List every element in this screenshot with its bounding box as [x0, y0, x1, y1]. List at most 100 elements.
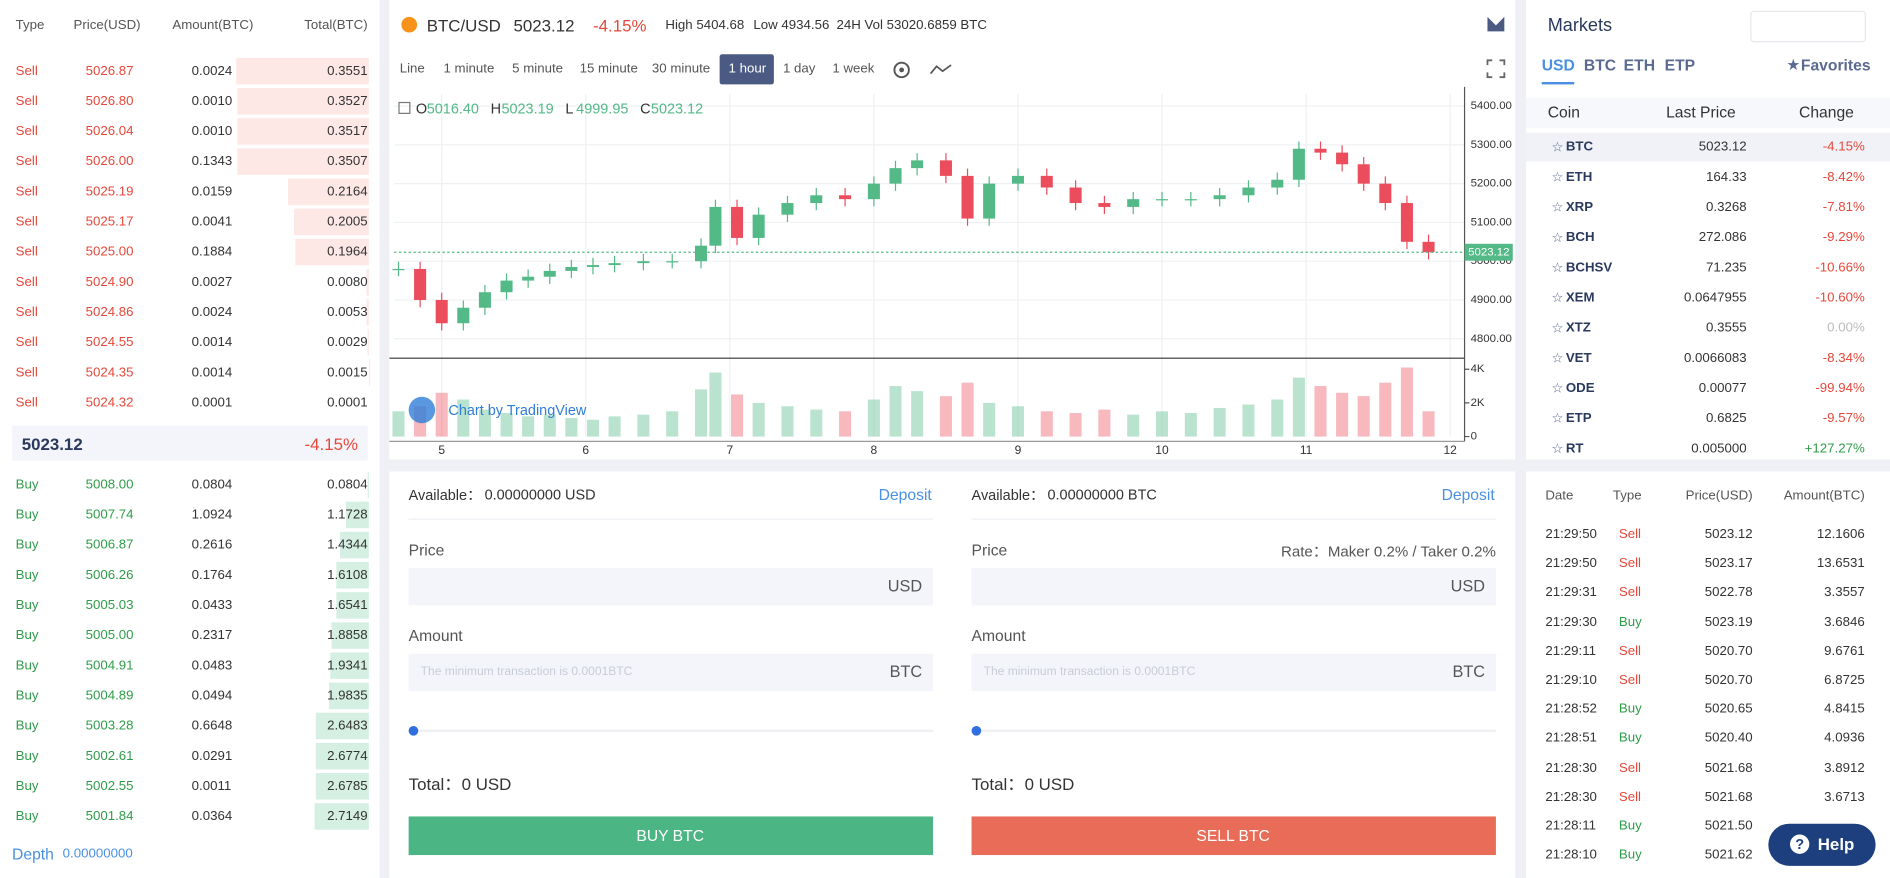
interval[interactable]: 1 minute — [443, 61, 495, 76]
market-tab[interactable]: BTC — [1583, 56, 1617, 75]
coin[interactable]: BCHSV — [1565, 260, 1613, 275]
orderbook-header: Price(USD) — [73, 18, 141, 33]
orderbook-header: Total(BTC) — [304, 18, 368, 33]
coin[interactable]: ODE — [1565, 381, 1595, 396]
interval[interactable]: 1 hour — [728, 61, 767, 76]
order-total: 1.4344 — [327, 537, 368, 553]
trade-amount: 13.6531 — [1816, 556, 1865, 571]
coin[interactable]: ETP — [1565, 411, 1592, 426]
search-box[interactable] — [1750, 10, 1866, 43]
y-tick-label: 5300.00 — [1471, 139, 1512, 151]
help-label[interactable]: Help — [1817, 834, 1855, 854]
trade-amount: 3.8912 — [1824, 760, 1865, 775]
order-total: 1.1728 — [327, 507, 368, 523]
market-tab[interactable]: USD — [1541, 56, 1575, 75]
candle-body — [1213, 195, 1226, 200]
action-button[interactable] — [971, 816, 1496, 856]
selected-row[interactable] — [1526, 132, 1890, 162]
order-price: 5001.84 — [85, 809, 134, 824]
trade-type: Sell — [1618, 643, 1641, 659]
deposit[interactable]: Deposit — [878, 485, 932, 504]
deposit[interactable]: Deposit — [1441, 485, 1495, 504]
depth-bar — [335, 592, 369, 619]
y-tick-label: 4800.00 — [1471, 333, 1512, 345]
volume-bar — [1379, 382, 1392, 437]
favorites-star[interactable]: ★ — [1786, 55, 1801, 74]
amount-input[interactable] — [408, 653, 933, 692]
market-header[interactable]: Change — [1799, 103, 1854, 122]
order-type: Sell — [15, 335, 38, 350]
orderbook-header: Amount(BTC) — [172, 18, 254, 33]
interval[interactable]: 1 week — [832, 61, 875, 76]
order-total: 0.1964 — [327, 244, 368, 260]
button-label[interactable]: SELL BTC — [1196, 826, 1270, 845]
total: 0 USD — [1024, 774, 1075, 794]
x-tick-label: 12 — [1443, 443, 1457, 457]
order-amount: 0.0014 — [191, 365, 233, 380]
coin-price: 164.33 — [1706, 170, 1747, 185]
trade-time: 21:28:11 — [1545, 818, 1596, 834]
depth-label[interactable]: Depth — [12, 844, 54, 863]
volume-bar — [731, 394, 744, 437]
order-amount: 1.0924 — [191, 507, 233, 523]
available-label: Available： — [971, 486, 1045, 504]
order-type: Buy — [15, 507, 39, 523]
order-type: Sell — [15, 305, 38, 320]
price-input[interactable] — [408, 568, 933, 606]
star: ☆ — [1551, 441, 1564, 457]
price-input[interactable] — [971, 568, 1496, 606]
order-price: 5024.90 — [85, 274, 134, 290]
trade-time: 21:28:10 — [1545, 848, 1597, 863]
candle-body — [1184, 199, 1197, 201]
star: ☆ — [1551, 351, 1564, 367]
depth-bar — [365, 268, 369, 296]
order-type: Sell — [15, 244, 38, 260]
coin[interactable]: BTC — [1565, 139, 1594, 155]
trade-amount: 3.6846 — [1824, 614, 1865, 630]
trade-time: 21:29:31 — [1545, 585, 1597, 600]
candle-body — [637, 261, 650, 264]
button-label[interactable]: BUY BTC — [636, 826, 705, 845]
depth-value[interactable]: 0.00000000 — [62, 846, 133, 862]
action-button[interactable] — [408, 816, 933, 856]
market-header[interactable]: Coin — [1547, 103, 1580, 122]
help-button[interactable] — [1768, 823, 1876, 866]
coin[interactable]: RT — [1565, 441, 1584, 456]
fullscreen-icon[interactable] — [1486, 59, 1506, 79]
chart-tools[interactable] — [891, 59, 963, 81]
coin[interactable]: XRP — [1565, 200, 1594, 215]
trade-price: 5021.62 — [1704, 848, 1753, 863]
coin[interactable]: ETH — [1565, 170, 1593, 185]
trade-price: 5020.40 — [1704, 731, 1753, 746]
favorites[interactable]: Favorites — [1800, 56, 1871, 75]
order-type: Sell — [15, 214, 38, 230]
slider-track[interactable] — [971, 729, 1496, 733]
trades-header: Date — [1545, 488, 1574, 503]
slider-handle[interactable] — [971, 726, 982, 736]
market-header[interactable]: Last Price — [1666, 103, 1736, 122]
total-label: Total： — [408, 774, 462, 794]
high: High 5404.68 — [665, 18, 745, 33]
slider-track[interactable] — [408, 729, 933, 733]
interval[interactable]: Line — [399, 61, 425, 76]
trades-header: Price(USD) — [1685, 488, 1753, 503]
amount-input[interactable] — [971, 653, 1496, 692]
volume-bar — [867, 399, 880, 437]
coin-change: -9.29% — [1822, 230, 1865, 245]
slider-handle[interactable] — [408, 726, 419, 736]
candle-body — [478, 292, 491, 308]
order-type: Buy — [15, 748, 39, 764]
interval[interactable]: 1 day — [782, 61, 816, 76]
coin[interactable]: XTZ — [1565, 320, 1591, 336]
market-tab[interactable]: ETP — [1664, 56, 1696, 75]
interval[interactable]: 15 minute — [579, 61, 638, 76]
help-icon[interactable] — [1790, 834, 1810, 854]
market-tab[interactable]: ETH — [1623, 56, 1656, 75]
interval[interactable]: 30 minute — [651, 61, 711, 76]
coin[interactable]: XEM — [1565, 290, 1595, 306]
interval[interactable]: 5 minute — [512, 61, 564, 76]
coin[interactable]: VET — [1565, 350, 1592, 366]
legend-value: 5023.12 — [651, 102, 703, 118]
coin[interactable]: BCH — [1565, 230, 1595, 245]
trade-time: 21:29:50 — [1545, 527, 1597, 542]
